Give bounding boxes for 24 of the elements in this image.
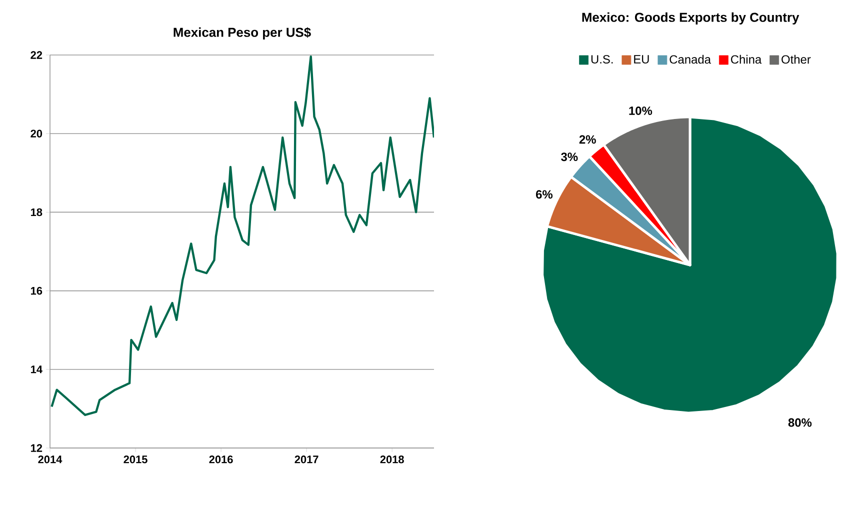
legend-label: U.S. — [591, 55, 613, 64]
x-tick-label: 2016 — [209, 456, 233, 464]
y-tick-label: 16 — [30, 286, 42, 295]
y-tick-label: 14 — [30, 366, 42, 374]
x-tick-label: 2015 — [124, 456, 148, 464]
y-tick-label: 12 — [30, 444, 42, 452]
line-series — [50, 55, 434, 416]
data-label: 10% — [629, 106, 652, 115]
y-tick-label: 22 — [30, 51, 42, 59]
data-label: 3% — [561, 152, 578, 162]
data-label: 6% — [536, 190, 553, 199]
data-label: 80% — [788, 418, 812, 427]
legend-label: Other — [782, 54, 811, 64]
chart-title: Mexico: Goods Exports by Country — [582, 12, 800, 24]
y-tick-label: 20 — [30, 130, 42, 138]
chart-title: Mexican Peso per US$ — [174, 27, 311, 40]
legend-label: China — [730, 54, 762, 64]
legend-label: Canada — [670, 54, 711, 64]
y-tick-label: 18 — [30, 208, 42, 216]
x-tick-label: 2018 — [380, 456, 404, 464]
legend-label: EU — [634, 55, 649, 64]
x-tick-label: 2017 — [294, 456, 318, 464]
x-tick-label: 2014 — [38, 456, 62, 464]
data-label: 2% — [579, 135, 596, 144]
